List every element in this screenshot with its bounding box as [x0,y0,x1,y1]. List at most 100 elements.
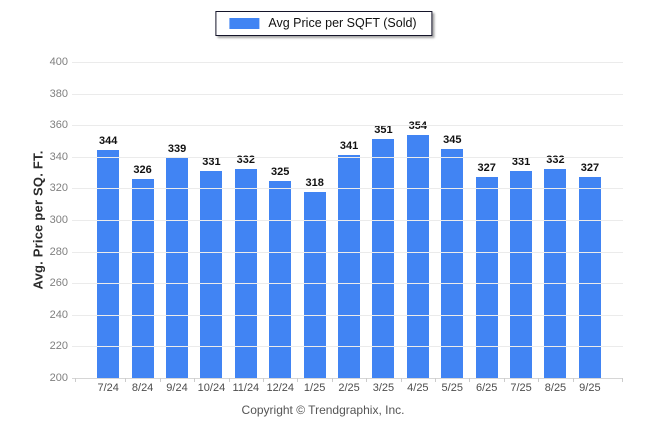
bar-value-label: 344 [99,135,118,148]
x-tick-label: 4/25 [407,382,429,394]
bar [166,158,189,378]
gridline [72,188,623,190]
legend-swatch-icon [229,17,260,29]
x-tick-label: 3/25 [372,382,395,394]
bar-cell-9-24: 339 [160,62,194,378]
bar-value-label: 331 [511,156,531,169]
bar-cell-9-25: 327 [573,62,607,378]
bar [475,177,498,378]
bar-value-label: 331 [202,156,221,169]
y-tick-label: 380 [49,87,68,100]
gridline [72,283,623,285]
bar-cell-7-24: 344 [91,62,125,378]
x-tick-label: 9/24 [166,382,188,394]
plot-area: 344 326 339 331 332 325 318 341 351 354 345 327 331 3… [50,56,623,384]
x-tick-label: 12/24 [266,382,294,394]
y-tick-label: 300 [49,214,68,226]
bar [303,191,326,378]
x-axis-tick [435,378,436,382]
chart-legend: Avg Price per SQFT (Sold) [215,11,433,36]
bar [441,148,464,378]
x-tick-label: 6/25 [475,382,498,394]
x-axis-tick [263,378,264,382]
y-tick-label: 240 [49,308,68,321]
bar [510,171,533,378]
bar-value-label: 325 [271,165,290,178]
legend-label: Avg Price per SQFT (Sold) [268,16,417,30]
bar-value-label: 318 [305,176,324,189]
x-axis-tick [400,378,402,382]
bar-cell-3-25: 351 [366,62,400,378]
x-tick-label: 10/24 [197,382,226,394]
x-tick-label: 2/25 [338,382,360,394]
bar-cell-12-24: 325 [263,62,297,378]
y-tick-label: 260 [49,277,68,290]
bar-cell-2-25: 341 [332,62,366,378]
bar-value-label: 339 [167,143,187,156]
gridline [72,156,623,158]
y-tick-label: 200 [49,372,68,384]
copyright-text: Copyright © Trendgraphix, Inc. [241,403,405,417]
x-axis-tick [366,378,368,382]
gridline [72,314,623,316]
y-tick-label: 280 [49,245,68,258]
y-tick-label: 400 [49,56,68,68]
x-tick-label: 11/24 [232,382,260,394]
bar-cell-4-25: 354 [401,62,435,378]
x-axis-tick [622,378,623,382]
y-tick-label: 340 [49,150,68,163]
bar [97,150,120,378]
bar-cell-5-25: 345 [435,62,469,378]
x-axis-tick [503,378,505,382]
bar [578,177,601,378]
gridline [72,251,623,253]
x-axis-tick [159,378,161,382]
x-tick-label: 5/25 [441,382,463,394]
x-tick-label: 8/25 [544,382,567,394]
bar-value-label: 326 [133,163,152,176]
bar-value-label: 341 [339,140,359,153]
y-tick-label: 220 [49,340,68,353]
gridline [72,125,623,127]
x-axis-labels: 7/24 8/24 9/24 10/24 11/24 12/24 1/25 2/25 3/25 4… [91,382,607,394]
bar-cell-6-25: 327 [469,62,503,378]
x-axis-tick [572,378,574,382]
bar-value-label: 351 [374,124,393,137]
x-axis-tick [75,378,76,382]
x-axis-tick [228,378,230,382]
gridline [72,62,623,63]
bar [406,134,429,378]
x-tick-label: 8/24 [131,382,154,394]
y-tick-label: 320 [49,182,68,195]
x-axis-line [72,378,623,379]
x-axis-tick [331,378,333,382]
x-tick-label: 7/24 [97,382,119,394]
bar [234,169,257,378]
bar-cell-10-24: 331 [194,62,228,378]
bar [131,178,154,378]
bar [372,139,395,378]
gridline [72,220,623,221]
gridline [72,93,623,95]
x-axis-tick [125,378,127,382]
x-axis-tick [538,378,540,382]
bar [338,155,361,378]
bars-row: 344 326 339 331 332 325 318 341 351 354 345 327 331 3… [91,62,607,378]
bar-value-label: 345 [443,133,462,146]
x-tick-label: 7/25 [510,382,532,394]
gridline [72,346,623,348]
x-tick-label: 1/25 [303,382,326,394]
bar-cell-1-25: 318 [297,62,331,378]
bar-cell-8-24: 326 [125,62,159,378]
bar [544,169,567,378]
bar [269,180,292,378]
x-axis-tick [194,378,196,382]
x-axis-tick [469,378,471,382]
x-axis-tick [297,378,299,382]
bar-value-label: 327 [477,162,496,175]
bar [200,171,223,378]
x-tick-label: 9/25 [579,382,601,394]
y-tick-label: 360 [49,119,68,132]
bar-cell-7-25: 331 [504,62,538,378]
